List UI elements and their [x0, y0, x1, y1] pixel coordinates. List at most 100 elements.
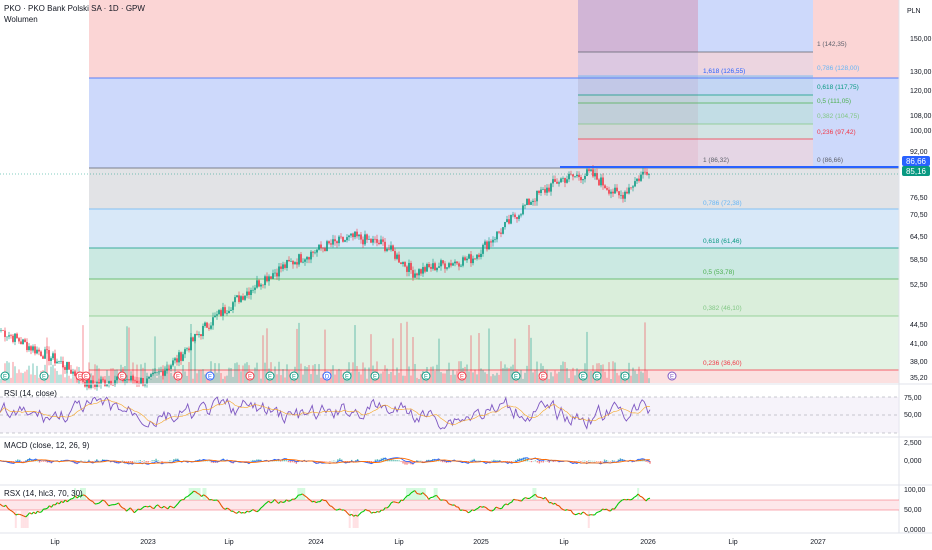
rsx-overbought-shade: [415, 488, 418, 500]
rsx-segment: [169, 505, 173, 508]
candle-body: [370, 239, 372, 243]
volume-bar: [404, 375, 406, 383]
candle-body: [416, 273, 418, 276]
volume-bar: [338, 368, 340, 383]
rsi-title[interactable]: RSI (14, close): [4, 389, 57, 398]
volume-legend[interactable]: Wolumen: [4, 15, 38, 24]
volume-bar: [440, 372, 442, 383]
candle-body: [476, 254, 478, 259]
pane-tick-label: 0,000: [904, 458, 922, 465]
macd-histogram-bar: [141, 461, 143, 462]
earnings-marker[interactable]: [511, 371, 521, 381]
candle-body: [228, 310, 230, 314]
rsx-segment: [483, 506, 487, 509]
volume-bar: [82, 325, 84, 383]
candle-body: [472, 258, 474, 264]
earnings-marker[interactable]: [245, 371, 255, 381]
earnings-marker[interactable]: [538, 371, 548, 381]
volume-bar: [518, 376, 520, 383]
candle-body: [174, 358, 176, 361]
time-axis[interactable]: Lip 2023 Lip 2024 Lip 2025 Lip 2026 Lip 2027: [50, 539, 826, 546]
macd-histogram-bar: [495, 460, 497, 462]
rsx-segment: [211, 499, 214, 501]
rsx-segment: [228, 508, 232, 512]
earnings-marker[interactable]: [578, 371, 588, 381]
candle-body: [268, 276, 270, 282]
candle-body: [488, 241, 490, 250]
candle-body: [592, 169, 594, 177]
candle-body: [270, 276, 272, 279]
rsx-segment: [426, 495, 430, 500]
candle-body: [470, 254, 472, 264]
earnings-marker[interactable]: [81, 371, 91, 381]
earnings-marker[interactable]: [39, 371, 49, 381]
earnings-marker[interactable]: [205, 371, 215, 381]
rsx-segment: [450, 503, 453, 506]
rsx-title[interactable]: RSX (14, hlc3, 70, 30): [4, 489, 83, 498]
candle-body: [648, 174, 650, 175]
rsx-segment: [416, 492, 419, 495]
candle-body: [380, 239, 382, 245]
rsx-segment: [104, 500, 108, 504]
volume-bar: [262, 335, 264, 383]
volume-bar: [128, 327, 130, 383]
candle-body: [172, 360, 174, 366]
candle-body: [336, 241, 338, 244]
fib-lower-label: 0,786 (72,38): [703, 200, 742, 207]
candle-body: [284, 264, 286, 268]
earnings-marker[interactable]: [173, 371, 183, 381]
earnings-marker[interactable]: [421, 371, 431, 381]
rsx-segment: [369, 510, 372, 514]
macd-histogram-bar: [418, 460, 420, 462]
macd-histogram-bar: [441, 461, 444, 463]
volume-bar: [362, 362, 364, 383]
candle-body: [352, 233, 354, 238]
macd-histogram-bar: [323, 461, 325, 462]
candle-body: [32, 346, 34, 351]
volume-bar: [266, 328, 268, 383]
earnings-marker[interactable]: [265, 371, 275, 381]
earnings-marker[interactable]: [322, 371, 332, 381]
earnings-marker[interactable]: [620, 371, 630, 381]
volume-bar: [628, 362, 630, 383]
price-candles[interactable]: [0, 164, 650, 391]
earnings-marker[interactable]: [0, 371, 10, 381]
macd-histogram-bar: [289, 461, 292, 463]
candle-body: [406, 266, 408, 272]
candle-body: [546, 187, 548, 193]
volume-bar: [576, 368, 578, 383]
macd-histogram-bar: [23, 461, 25, 462]
rsx-segment: [25, 514, 29, 518]
volume-bar: [494, 375, 496, 383]
earnings-marker[interactable]: [117, 371, 127, 381]
earnings-marker[interactable]: [667, 371, 677, 381]
volume-bar: [416, 377, 418, 383]
earnings-marker[interactable]: [592, 371, 602, 381]
price-axis[interactable]: 150,00 130,00 120,00 108,00 100,00 92,00 76,50…: [910, 36, 932, 382]
volume-bar: [280, 375, 282, 383]
macd-histogram-bar: [117, 461, 120, 464]
macd-title[interactable]: MACD (close, 12, 26, 9): [4, 441, 90, 450]
earnings-marker[interactable]: [289, 371, 299, 381]
earnings-marker[interactable]: [370, 371, 380, 381]
volume-bar: [534, 369, 536, 383]
volume-bar: [106, 370, 108, 383]
macd-histogram-bar: [42, 461, 45, 462]
rsx-pane[interactable]: [0, 488, 899, 528]
volume-bar: [522, 378, 524, 383]
earnings-marker[interactable]: [342, 371, 352, 381]
fib-retracement-upper[interactable]: [578, 0, 813, 168]
volume-bar: [316, 374, 318, 383]
rsx-oversold-shade: [14, 510, 17, 528]
earnings-marker[interactable]: [457, 371, 467, 381]
candle-body: [208, 327, 210, 329]
macd-pane[interactable]: [0, 457, 651, 465]
candle-body: [426, 264, 428, 272]
symbol-title[interactable]: PKO · PKO Bank Polski SA · 1D · GPW: [4, 4, 145, 13]
volume-bar: [560, 365, 562, 383]
volume-bar: [144, 362, 146, 383]
rsi-pane[interactable]: [0, 396, 899, 434]
rsx-segment: [412, 490, 416, 493]
